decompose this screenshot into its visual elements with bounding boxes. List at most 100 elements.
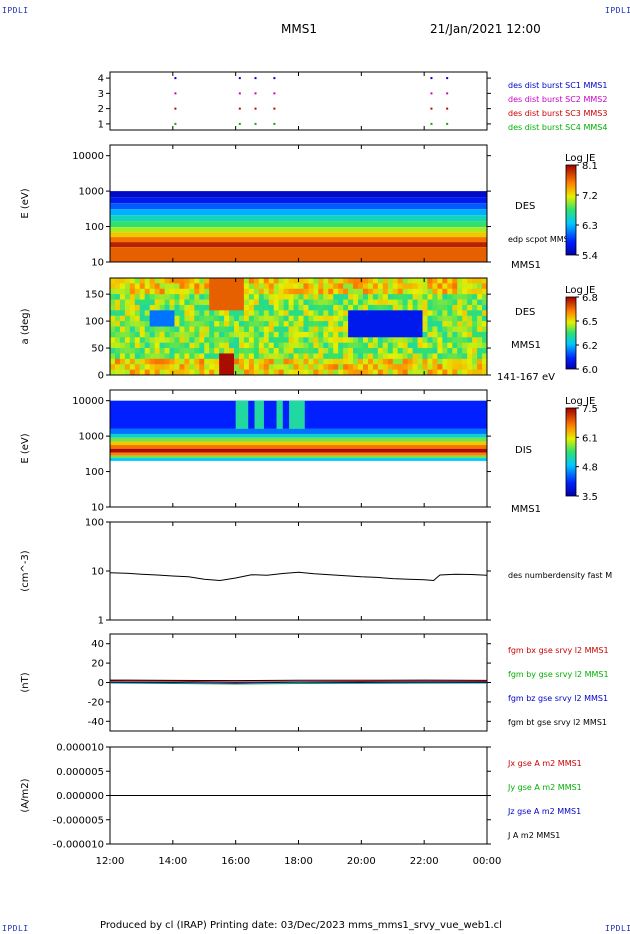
des-pitch-cell (224, 331, 230, 338)
des-pitch-cell (184, 369, 190, 376)
des-pitch-cell (362, 294, 369, 300)
des-pitch-cell (362, 369, 369, 376)
des-pitch-cell (134, 278, 141, 284)
des-pitch-cell (293, 294, 299, 300)
des-pitch-cell (129, 369, 136, 376)
des-pitch-cell (392, 337, 399, 344)
des-pitch-cell (154, 358, 161, 365)
des-pitch-cell (224, 315, 230, 322)
des-pitch-cell (303, 337, 309, 344)
des-pitch-cell (194, 369, 200, 376)
des-pitch-cell (164, 358, 170, 365)
des-energy-band (110, 247, 487, 262)
des-pitch-cell (293, 337, 299, 344)
des-pitch-cell (238, 348, 245, 354)
current-legend-entry: Jy gse A m2 MMS1 (507, 783, 582, 792)
des-pitch-cell (248, 283, 255, 290)
des-pitch-cell (268, 326, 275, 333)
des-pitch-cell (362, 353, 369, 360)
des-pitch-cell (348, 304, 354, 311)
des-pitch-cell (442, 294, 448, 300)
des-pitch-cell (353, 315, 359, 322)
des-pitch-cell (110, 310, 116, 317)
des-pitch-cell (308, 326, 314, 333)
des-pitch-cell (348, 369, 354, 376)
des-pitch-cell (164, 321, 170, 327)
des-pitch-cell (114, 299, 121, 306)
des-pitch-cell (119, 294, 126, 300)
des-pitch-cell (253, 358, 260, 365)
des-pitch-cell (283, 348, 289, 354)
des-pitch-cell (343, 315, 349, 322)
des-pitch-cell (209, 299, 215, 306)
des-pitch-cell (422, 358, 428, 365)
des-pitch-cell (427, 369, 433, 376)
burst-mark (174, 107, 177, 110)
des_pitch-colorbar-title: Log JE (565, 285, 595, 296)
des-pitch-cell (402, 310, 409, 317)
des-pitch-cell (164, 283, 170, 290)
des-pitch-cell (144, 310, 151, 317)
des-pitch-cell (268, 353, 275, 360)
des-pitch-cell (293, 288, 299, 295)
des-pitch-cell (417, 369, 423, 376)
des-pitch-cell (238, 358, 245, 365)
des-pitch-cell (243, 342, 250, 349)
des-pitch-cell (447, 342, 453, 349)
dis_energy-colorbar-tick-label: 3.5 (582, 492, 598, 503)
burst-mark (254, 77, 257, 80)
des-pitch-cell (238, 326, 245, 333)
des-pitch-cell (288, 348, 294, 354)
des-pitch-cell (204, 353, 210, 360)
des-pitch-cell (457, 288, 463, 295)
des-pitch-cell (169, 288, 175, 295)
des-pitch-cell (253, 299, 260, 306)
des-pitch-cell (263, 342, 270, 349)
des-pitch-cell (472, 278, 478, 284)
des-pitch-cell (114, 337, 121, 344)
des-pitch-cell (124, 348, 131, 354)
des-pitch-cell (358, 331, 364, 338)
des-pitch-cell (248, 358, 255, 365)
des-pitch-cell (154, 348, 161, 354)
des-pitch-cell (358, 358, 364, 365)
des-pitch-cell (273, 294, 280, 300)
des-pitch-cell (263, 294, 270, 300)
des-pitch-cell (397, 348, 404, 354)
des-pitch-cell (144, 331, 151, 338)
des-pitch-cell (462, 321, 468, 327)
des-pitch-cell (144, 288, 151, 295)
des-pitch-cell (303, 369, 309, 376)
des-pitch-cell (154, 353, 161, 360)
des-pitch-cell (189, 315, 195, 322)
des-pitch-cell (114, 358, 121, 365)
des-pitch-cell (214, 294, 220, 300)
des-pitch-cell (273, 369, 280, 376)
burst-mark (446, 92, 449, 95)
des-pitch-cell (387, 369, 394, 376)
des-pitch-cell (372, 369, 379, 376)
des-pitch-cell (318, 288, 324, 295)
footer-text: Produced by cl (IRAP) Printing date: 03/… (100, 920, 502, 931)
des-pitch-cell (462, 310, 468, 317)
des-pitch-cell (482, 299, 488, 306)
des-pitch-cell (382, 369, 389, 376)
des-pitch-cell (457, 331, 463, 338)
des-pitch-cell (209, 331, 215, 338)
des-pitch-cell (189, 283, 195, 290)
des-pitch-cell (134, 326, 141, 333)
des-pitch-cell (258, 353, 265, 360)
des-pitch-cell (273, 278, 280, 284)
des-pitch-cell (397, 326, 404, 333)
des-pitch-cell (452, 321, 458, 327)
des-pitch-cell (313, 278, 319, 284)
des-pitch-cell (437, 353, 443, 360)
des-pitch-cell (442, 310, 448, 317)
des-pitch-cell (159, 337, 165, 344)
magnetic-legend-entry: fgm bt gse srvy l2 MMS1 (508, 718, 607, 727)
des-pitch-cell (348, 326, 354, 333)
des-pitch-cell (243, 358, 250, 365)
des-pitch-cell (318, 299, 324, 306)
des-pitch-cell (397, 294, 404, 300)
des-pitch-cell (328, 283, 334, 290)
